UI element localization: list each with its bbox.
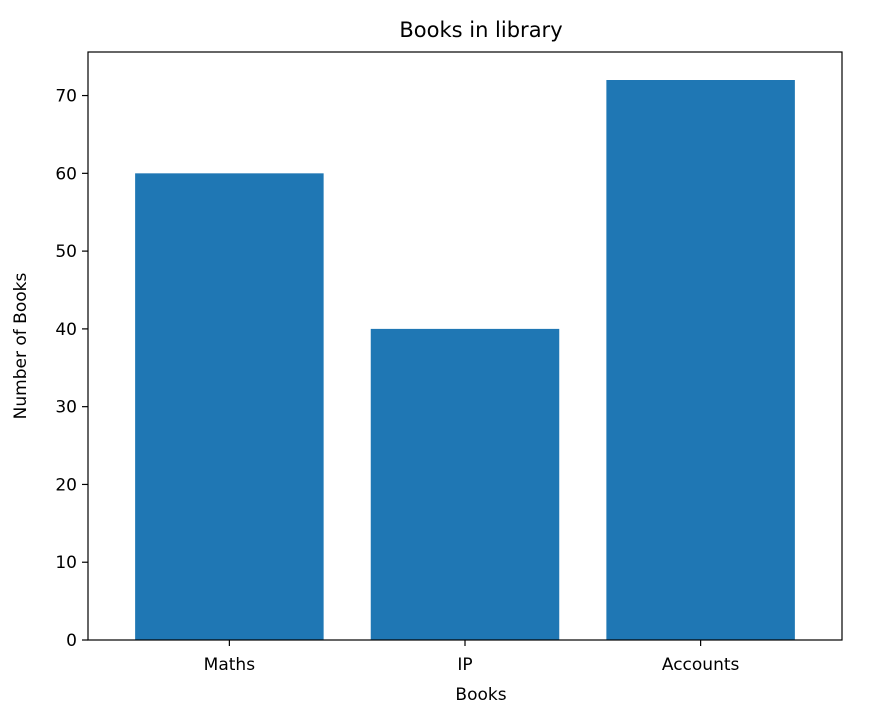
y-axis-ticks: 0 10 20 30 40 50 60 70: [55, 87, 88, 651]
x-tick-label: IP: [457, 655, 472, 675]
y-tick-label: 30: [55, 398, 77, 418]
y-axis-label: Number of Books: [11, 273, 31, 420]
y-tick-label: 60: [55, 164, 77, 184]
y-tick-label: 10: [55, 553, 77, 573]
x-tick-label: Maths: [204, 655, 256, 675]
y-tick-label: 20: [55, 475, 77, 495]
x-axis-ticks: Maths IP Accounts: [204, 640, 740, 675]
x-axis-label: Books: [455, 685, 506, 704]
chart-title: Books in library: [399, 18, 562, 42]
bar-maths: [135, 173, 324, 641]
y-tick-label: 70: [55, 87, 77, 107]
plot-area-frame: [87, 51, 843, 641]
bars-layer: [135, 80, 795, 641]
x-tick-label: Accounts: [662, 655, 740, 675]
y-tick-label: 40: [55, 320, 77, 340]
y-tick-label: 0: [66, 631, 77, 651]
y-tick-label: 50: [55, 242, 77, 262]
bar-accounts: [606, 80, 795, 640]
bar-ip: [370, 328, 560, 640]
